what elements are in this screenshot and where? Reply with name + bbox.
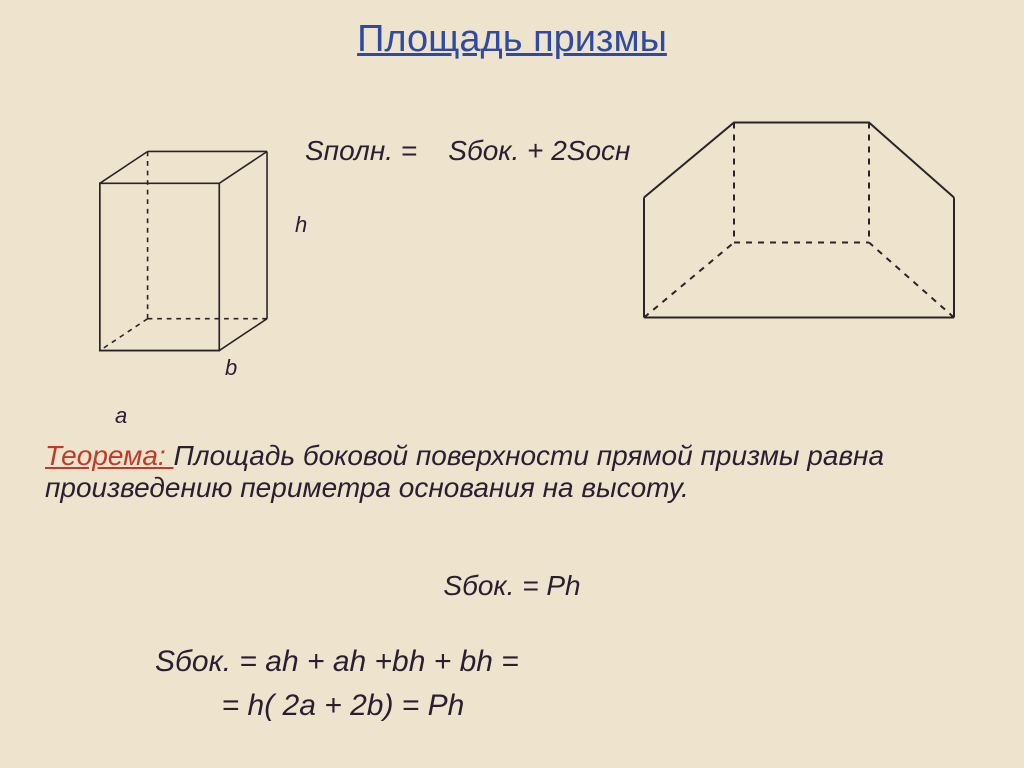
rectangular-prism-diagram [60, 110, 275, 400]
label-a: a [115, 403, 127, 429]
theorem: Теорема: Площадь боковой поверхности пря… [45, 440, 979, 504]
slide: Площадь призмы Sполн. = Sбок. + 2Sосн [0, 0, 1024, 768]
formula-expand-line2: = h( 2a + 2b) = Ph [155, 684, 519, 728]
label-h: h [295, 212, 307, 238]
page-title: Площадь призмы [0, 18, 1024, 61]
formula-full: Sполн. = Sбок. + 2Sосн [305, 135, 630, 167]
formula-full-lhs: Sполн. = [305, 135, 417, 166]
trapezoidal-prism-diagram [634, 105, 964, 335]
theorem-label: Теорема: [45, 440, 173, 471]
formula-expansion: Sбок. = ah + ah +bh + bh = = h( 2a + 2b)… [155, 640, 519, 727]
formula-expand-line1: Sбок. = ah + ah +bh + bh = [155, 640, 519, 684]
formula-lateral: Sбок. = Ph [0, 570, 1024, 602]
label-b: b [225, 355, 237, 381]
formula-full-rhs: Sбок. + 2Sосн [448, 135, 630, 166]
